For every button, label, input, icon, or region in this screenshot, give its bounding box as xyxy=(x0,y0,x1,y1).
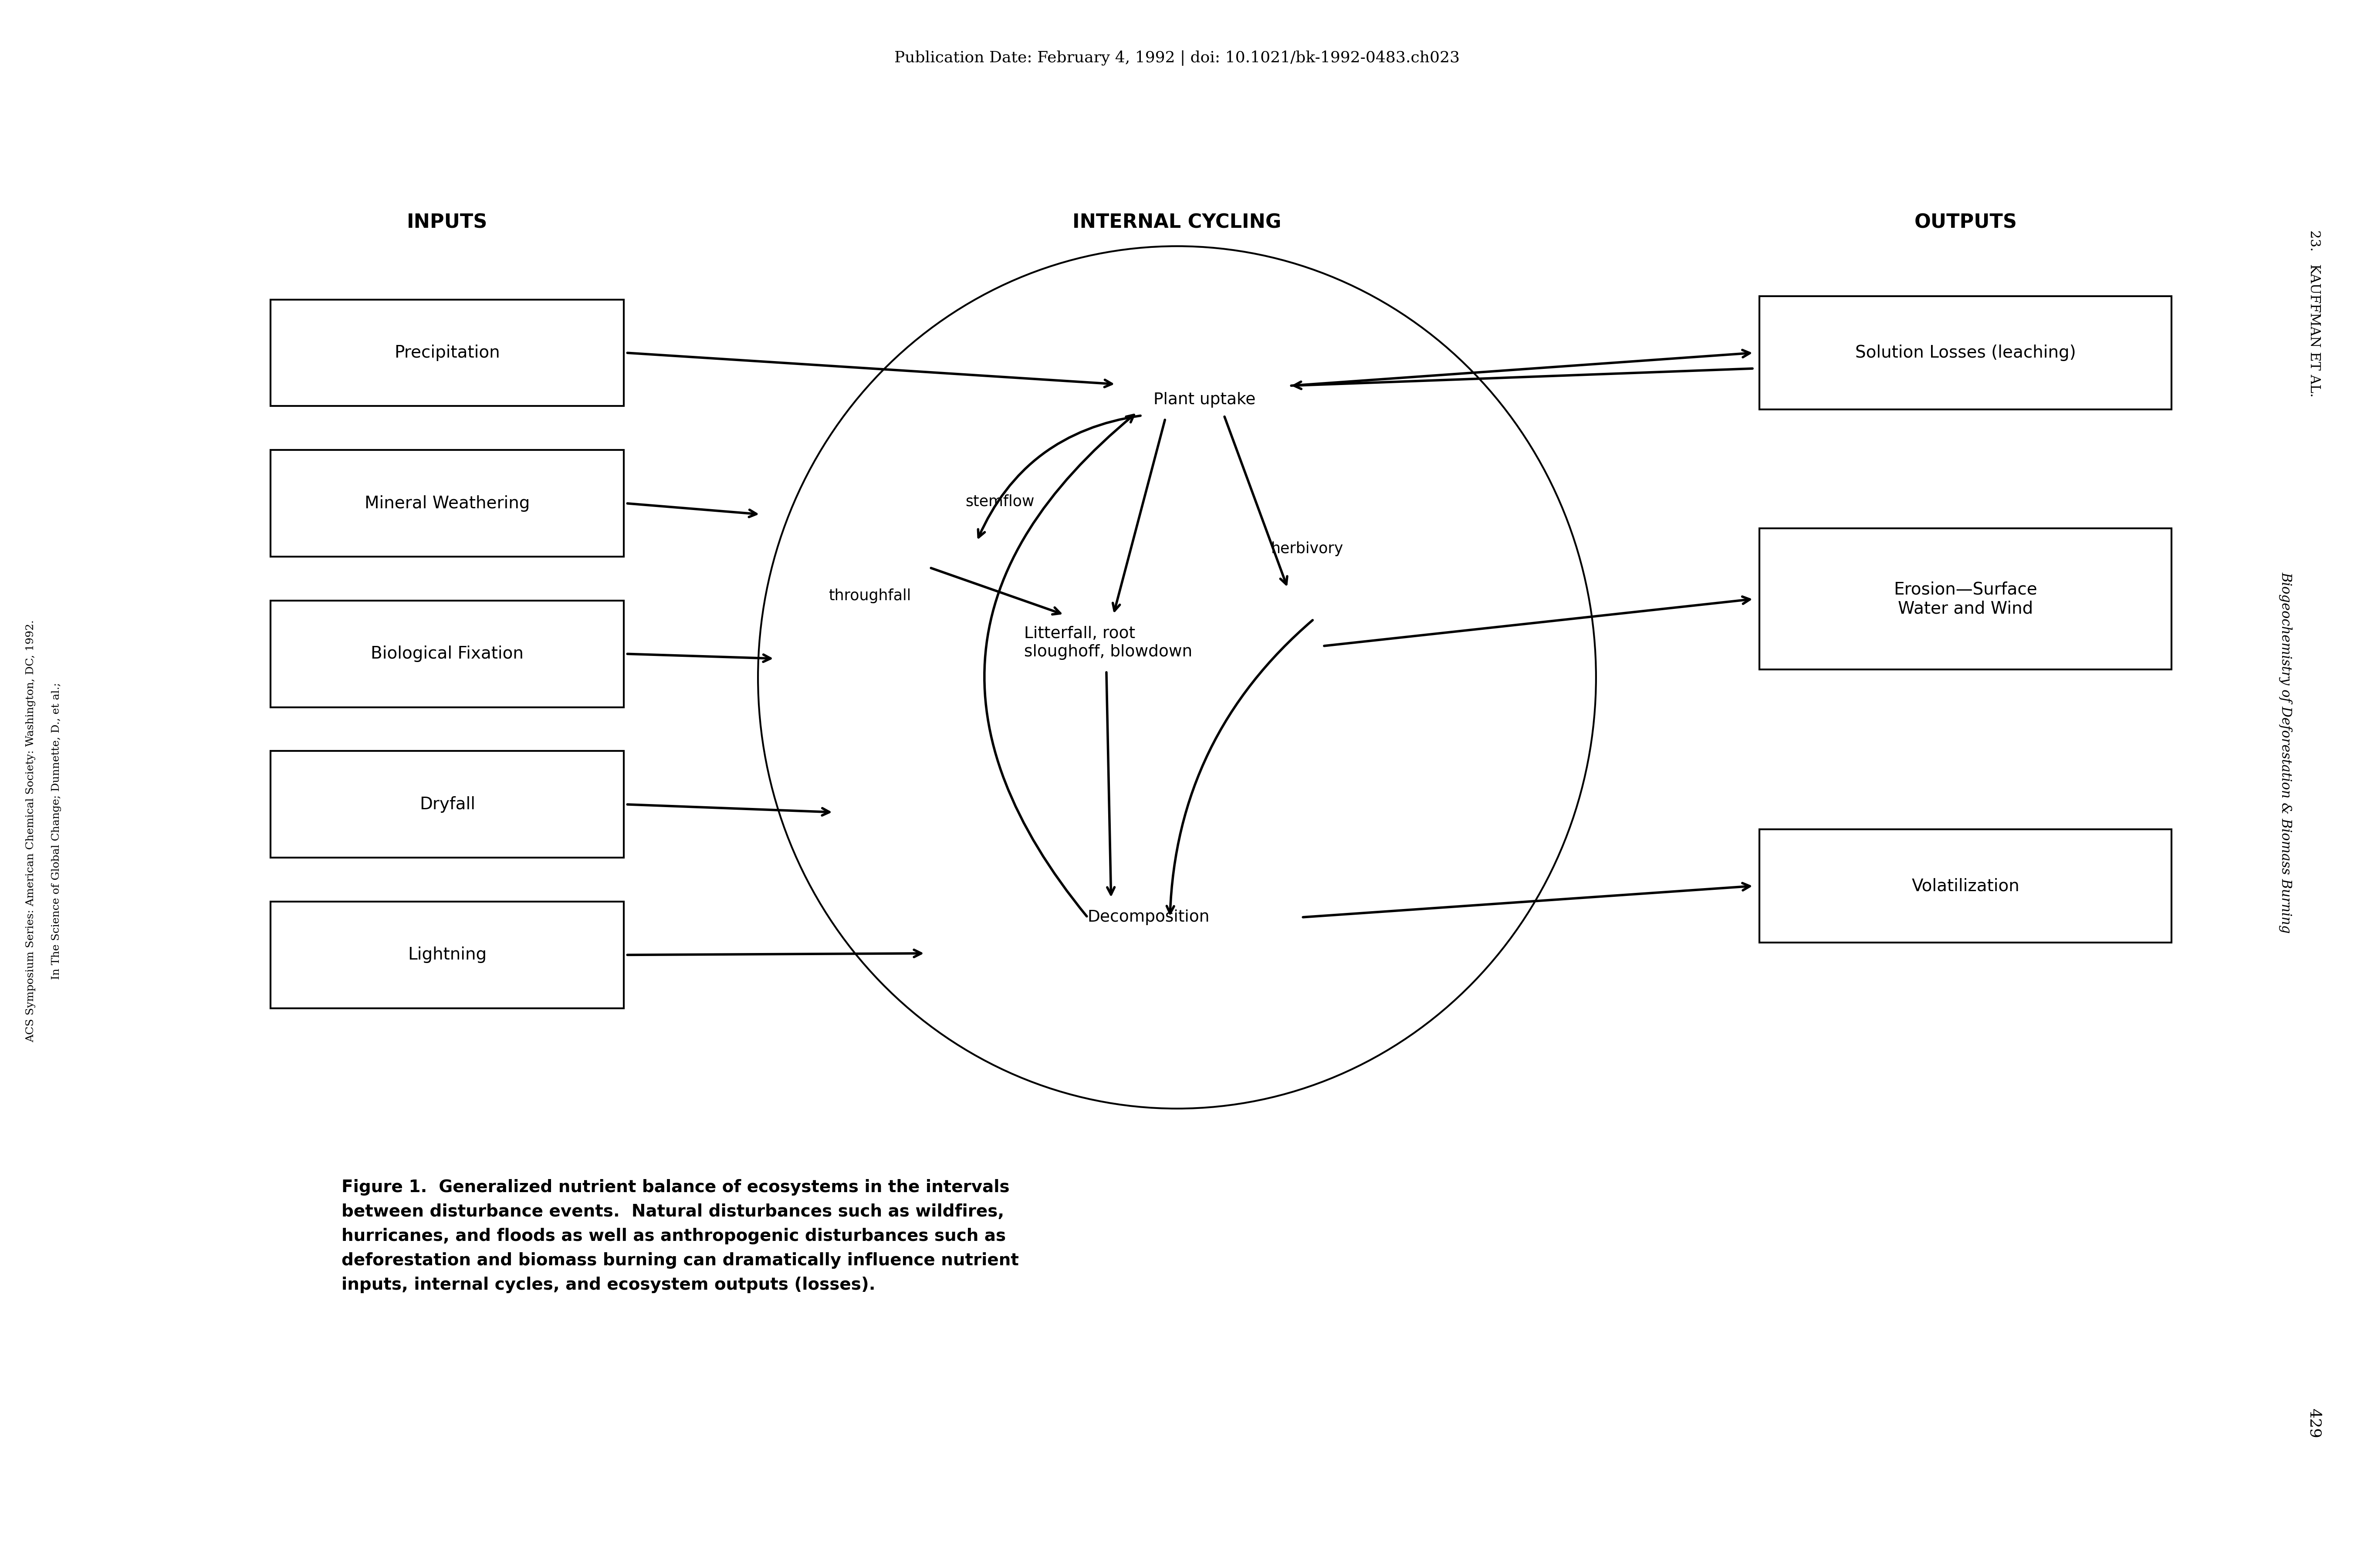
Text: Mineral Weathering: Mineral Weathering xyxy=(365,495,530,511)
Text: INTERNAL CYCLING: INTERNAL CYCLING xyxy=(1073,213,1281,232)
Text: INPUTS: INPUTS xyxy=(407,213,487,232)
Bar xyxy=(1758,829,2170,942)
Text: 429: 429 xyxy=(2307,1408,2321,1439)
Ellipse shape xyxy=(758,246,1596,1109)
Text: Biogeochemistry of Deforestation & Biomass Burning: Biogeochemistry of Deforestation & Bioma… xyxy=(2279,572,2293,933)
Text: In The Science of Global Change; Dunnette, D., et al.;: In The Science of Global Change; Dunnett… xyxy=(52,682,61,980)
Bar xyxy=(1758,528,2170,670)
Text: Erosion—Surface
Water and Wind: Erosion—Surface Water and Wind xyxy=(1893,582,2039,616)
Text: Litterfall, root
sloughoff, blowdown: Litterfall, root sloughoff, blowdown xyxy=(1024,626,1191,660)
Bar xyxy=(271,751,624,858)
Text: ACS Symposium Series: American Chemical Society: Washington, DC, 1992.: ACS Symposium Series: American Chemical … xyxy=(26,619,35,1043)
Text: Volatilization: Volatilization xyxy=(1911,878,2020,894)
Bar xyxy=(271,299,624,406)
Text: Biological Fixation: Biological Fixation xyxy=(372,646,523,662)
Text: Decomposition: Decomposition xyxy=(1088,909,1210,925)
Text: stemflow: stemflow xyxy=(965,494,1033,510)
Bar xyxy=(271,450,624,557)
Text: Precipitation: Precipitation xyxy=(395,345,499,361)
Text: Lightning: Lightning xyxy=(407,947,487,963)
Text: Figure 1.  Generalized nutrient balance of ecosystems in the intervals
between d: Figure 1. Generalized nutrient balance o… xyxy=(341,1179,1019,1294)
Text: 23.   KAUFFMAN ET AL.: 23. KAUFFMAN ET AL. xyxy=(2307,230,2321,397)
Text: Solution Losses (leaching): Solution Losses (leaching) xyxy=(1855,345,2076,361)
Bar xyxy=(1758,296,2170,409)
Bar xyxy=(271,902,624,1008)
Bar xyxy=(271,601,624,707)
Text: Publication Date: February 4, 1992 | doi: 10.1021/bk-1992-0483.ch023: Publication Date: February 4, 1992 | doi… xyxy=(895,50,1459,66)
Text: Plant uptake: Plant uptake xyxy=(1153,392,1255,408)
Text: Dryfall: Dryfall xyxy=(419,797,476,812)
Text: throughfall: throughfall xyxy=(829,588,911,604)
Text: OUTPUTS: OUTPUTS xyxy=(1914,213,2017,232)
Text: herbivory: herbivory xyxy=(1271,541,1344,557)
